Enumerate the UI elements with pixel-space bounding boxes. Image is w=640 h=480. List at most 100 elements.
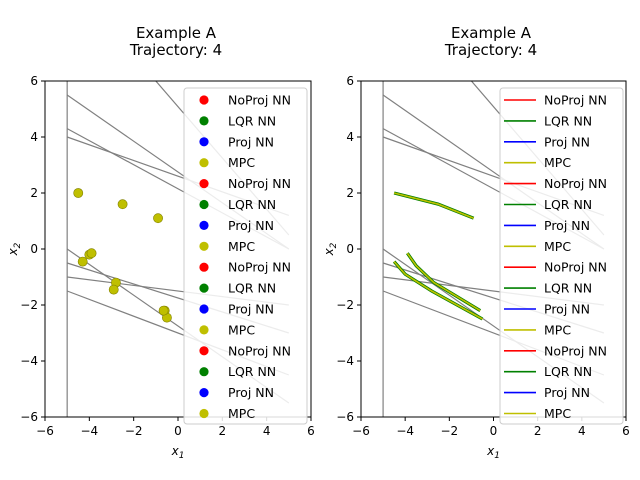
legend-label: Proj NN: [544, 385, 590, 400]
x-tick-label: 2: [219, 424, 227, 438]
legend-marker: [199, 325, 209, 335]
y-tick-label: −4: [336, 354, 354, 368]
legend-label: NoProj NN: [544, 343, 607, 358]
y-tick-label: 6: [346, 74, 354, 88]
data-point: [153, 213, 163, 224]
y-tick-label: 4: [346, 130, 354, 144]
data-point: [73, 188, 84, 198]
chart-title: Trajectory: 4: [444, 41, 537, 59]
legend-marker: [199, 346, 209, 356]
x-tick-label: −4: [80, 424, 98, 438]
legend-label: LQR NN: [228, 281, 276, 296]
series-line: [393, 261, 483, 320]
y-axis-label-sub: 2: [13, 242, 23, 248]
legend-marker: [199, 158, 209, 168]
chart-title: Example A: [136, 24, 217, 42]
y-tick-label: 2: [30, 186, 38, 200]
legend-marker: [199, 241, 209, 251]
legend-marker: [199, 367, 209, 377]
y-tick-label: 0: [30, 242, 38, 256]
x-tick-label: −6: [352, 424, 370, 438]
legend-label: Proj NN: [228, 134, 274, 149]
chart-title: Trajectory: 4: [129, 41, 222, 59]
legend-label: LQR NN: [544, 113, 592, 128]
y-axis-label: x2: [6, 242, 23, 256]
data-point: [108, 284, 119, 295]
x-tick-label: 6: [622, 424, 630, 438]
data-point: [117, 199, 128, 210]
y-axis-label: x2: [322, 242, 339, 256]
y-tick-label: −6: [20, 410, 38, 424]
y-tick-label: 0: [346, 242, 354, 256]
x-tick-label: 2: [534, 424, 542, 438]
legend-marker: [199, 116, 209, 126]
y-tick-label: −4: [20, 354, 38, 368]
x-tick-label: −2: [125, 424, 143, 438]
legend-label: LQR NN: [228, 364, 276, 379]
legend-box: [183, 87, 308, 425]
y-tick-label: −6: [336, 410, 354, 424]
x-tick-label: 6: [307, 424, 315, 438]
legend-label: MPC: [228, 155, 255, 170]
y-axis-label-sub: 2: [329, 242, 339, 248]
legend-label: MPC: [544, 406, 571, 421]
legend-marker: [199, 262, 209, 272]
legend-label: Proj NN: [544, 134, 590, 149]
data-point: [77, 256, 88, 267]
legend-label: MPC: [544, 322, 571, 337]
data-point: [86, 248, 97, 259]
legend-marker: [199, 283, 209, 293]
legend-label: NoProj NN: [228, 260, 291, 275]
y-tick-label: 2: [346, 186, 354, 200]
legend-label: LQR NN: [228, 197, 276, 212]
legend-marker: [199, 179, 209, 189]
legend: NoProj NN LQR NN Proj NN MPC NoProj NN LQR NN…: [183, 87, 308, 425]
legend-label: LQR NN: [544, 197, 592, 212]
legend: NoProj NN LQR NN Proj NN MPC NoProj NN LQR NN…: [499, 87, 624, 425]
legend-label: LQR NN: [544, 281, 592, 296]
legend-marker: [199, 388, 209, 398]
legend-marker: [199, 304, 209, 314]
legend-marker: [199, 199, 209, 210]
legend-label: MPC: [228, 322, 255, 337]
legend-label: MPC: [228, 406, 255, 421]
legend-label: Proj NN: [228, 385, 274, 400]
x-tick-label: 0: [174, 424, 182, 438]
x-tick-label: −6: [36, 424, 54, 438]
legend-box: [499, 87, 624, 425]
legend-marker: [199, 408, 209, 419]
legend-label: MPC: [544, 239, 571, 254]
legend-label: NoProj NN: [544, 260, 607, 275]
legend-label: NoProj NN: [228, 343, 291, 358]
legend-marker: [199, 137, 209, 147]
chart-title: Example A: [451, 24, 532, 42]
x-axis-label-sub: 1: [494, 451, 500, 461]
series-line: [393, 192, 474, 219]
x-tick-label: −4: [396, 424, 414, 438]
legend-label: Proj NN: [544, 218, 590, 233]
x-tick-label: 4: [578, 424, 586, 438]
legend-label: NoProj NN: [544, 93, 607, 108]
legend-label: Proj NN: [544, 302, 590, 317]
x-axis-label: x1: [171, 444, 185, 461]
legend-label: LQR NN: [228, 113, 276, 128]
data-point: [158, 305, 169, 316]
data-marks: [73, 188, 172, 323]
x-axis-label: x1: [486, 444, 500, 461]
x-tick-label: −2: [440, 424, 458, 438]
data-marks: [392, 191, 484, 321]
legend-label: MPC: [544, 155, 571, 170]
y-tick-label: −2: [20, 298, 38, 312]
legend-label: NoProj NN: [544, 176, 607, 191]
legend-label: MPC: [228, 239, 255, 254]
legend-label: NoProj NN: [228, 176, 291, 191]
series-line: [406, 252, 481, 312]
legend-marker: [199, 220, 209, 230]
x-tick-label: 0: [490, 424, 498, 438]
legend-label: NoProj NN: [228, 93, 291, 108]
legend-label: Proj NN: [228, 302, 274, 317]
legend-label: Proj NN: [228, 218, 274, 233]
